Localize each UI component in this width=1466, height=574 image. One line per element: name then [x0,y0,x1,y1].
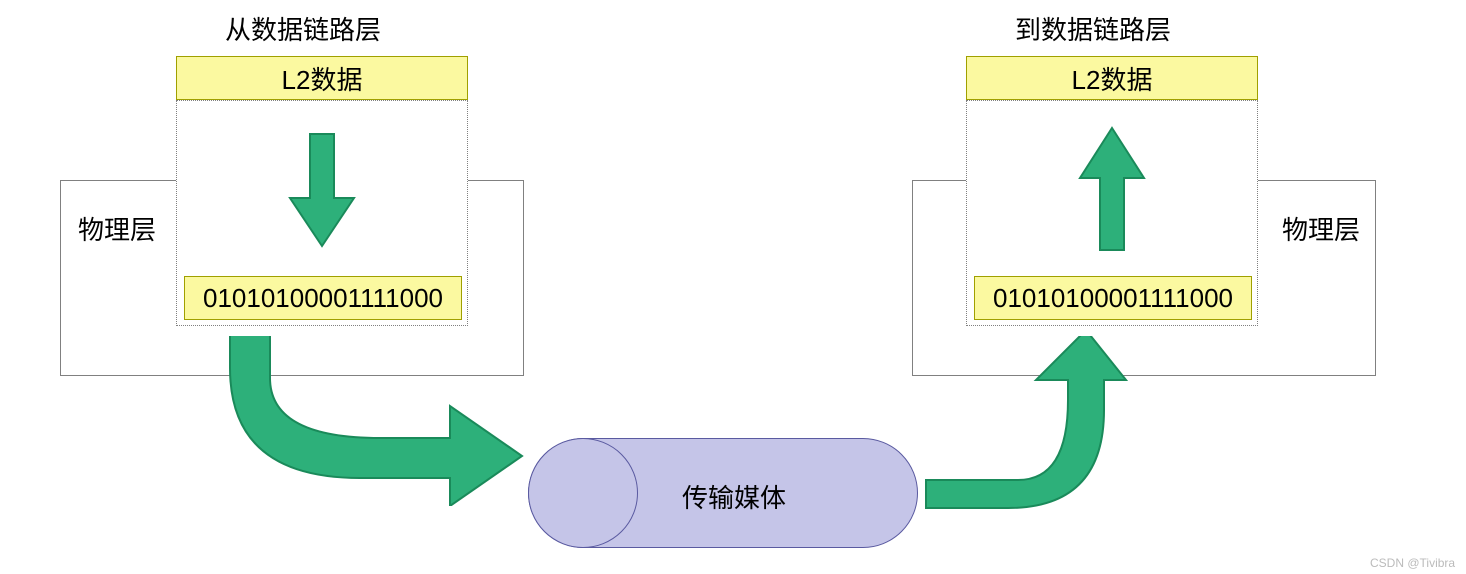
left-physical-layer-label: 物理层 [78,210,156,247]
transmission-medium-cap [528,438,638,548]
right-physical-layer-label: 物理层 [1282,210,1360,247]
arrow-to-media-icon [200,336,530,506]
right-bits-label: 01010100001111000 [993,283,1233,314]
left-l2-data-label: L2数据 [282,60,363,97]
arrow-from-media-icon [918,336,1128,516]
left-l2-data-box: L2数据 [176,56,468,100]
arrow-down-icon [282,126,362,256]
right-bits-box: 01010100001111000 [974,276,1252,320]
left-title: 从数据链路层 [225,10,381,47]
arrow-up-icon [1072,120,1152,260]
right-title: 到数据链路层 [1015,10,1171,47]
watermark-text: CSDN @Tivibra [1370,556,1455,570]
transmission-medium-label: 传输媒体 [682,478,786,515]
right-l2-data-label: L2数据 [1072,60,1153,97]
left-bits-box: 01010100001111000 [184,276,462,320]
left-bits-label: 01010100001111000 [203,283,443,314]
right-l2-data-box: L2数据 [966,56,1258,100]
